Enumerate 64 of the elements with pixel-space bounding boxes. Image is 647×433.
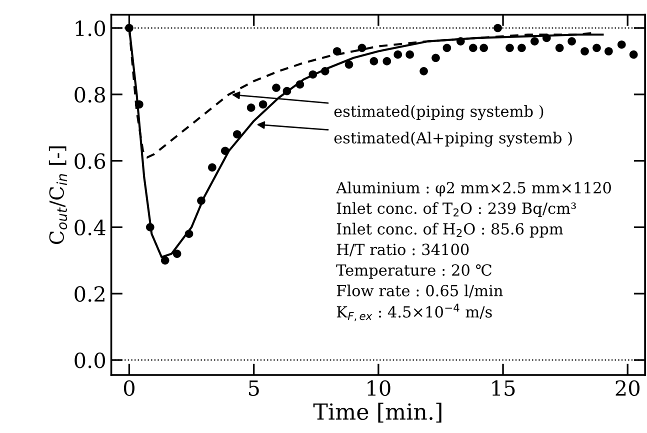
point: [344, 60, 354, 69]
point: [468, 44, 478, 52]
annotation: Temperature : 20 ℃: [336, 264, 492, 279]
point: [629, 50, 638, 59]
point: [232, 130, 242, 138]
annotation: K$_{F,ex}$ : 4.5×10$^{−4}$ m/s: [336, 304, 492, 322]
annotation: Inlet conc. of T$_{2}$O : 239 Bq/cm³: [336, 202, 576, 217]
point: [494, 24, 502, 32]
point: [406, 50, 414, 59]
point: [197, 196, 206, 205]
point: [296, 80, 304, 89]
x-tick-label: 10: [368, 380, 390, 396]
y-tick-label: 0.8: [74, 86, 106, 103]
point: [530, 37, 539, 46]
annotation: estimated(Al+piping systemb ): [334, 132, 572, 147]
point: [208, 163, 216, 172]
y-tick-label: 0.4: [74, 220, 106, 236]
point: [258, 100, 268, 109]
point: [135, 100, 144, 109]
point: [432, 54, 440, 62]
point: [332, 47, 342, 56]
point: [506, 44, 514, 52]
point: [172, 250, 182, 258]
x-tick-label: 0: [124, 380, 134, 396]
x-tick-label: 15: [492, 380, 515, 396]
point: [592, 44, 601, 52]
y-tick-label: 0.2: [74, 286, 104, 302]
x-axis-title: Time [min.]: [313, 402, 442, 423]
x-tick-label: 20: [616, 380, 640, 396]
x-tick-label: 5: [248, 380, 259, 396]
point: [604, 47, 613, 56]
point: [456, 37, 465, 46]
point: [125, 24, 134, 32]
point: [272, 84, 280, 92]
point: [568, 37, 576, 46]
point: [420, 67, 428, 76]
y-tick-label: 0.0: [74, 352, 106, 368]
point: [146, 223, 154, 232]
point: [542, 34, 551, 42]
point: [282, 86, 292, 96]
point: [394, 50, 402, 59]
y-tick-label: 1.0: [76, 20, 106, 36]
point: [370, 57, 378, 66]
point: [184, 230, 194, 238]
point: [518, 44, 526, 52]
annotation: Inlet conc. of H$_{2}$O : 85.6 ppm: [336, 222, 564, 238]
point: [617, 40, 626, 49]
point: [160, 256, 170, 265]
point: [358, 44, 366, 52]
annotation: Aluminium : φ2 mm×2.5 mm×1120: [336, 182, 611, 196]
y-tick-label: 0.6: [74, 153, 106, 170]
point: [221, 146, 230, 156]
point: [320, 67, 330, 76]
point: [555, 44, 564, 52]
annotation: Flow rate : 0.65 l/min: [336, 284, 503, 298]
annotation: estimated(piping systemb ): [334, 105, 544, 120]
point: [246, 104, 256, 112]
y-axis-title: C$_{out}$/C$_{in}$ [-]: [48, 146, 68, 244]
point: [442, 44, 452, 52]
point: [480, 44, 488, 52]
point: [382, 57, 392, 66]
annotation: H/T ratio : 34100: [336, 244, 469, 256]
point: [308, 70, 318, 79]
point: [580, 47, 589, 56]
